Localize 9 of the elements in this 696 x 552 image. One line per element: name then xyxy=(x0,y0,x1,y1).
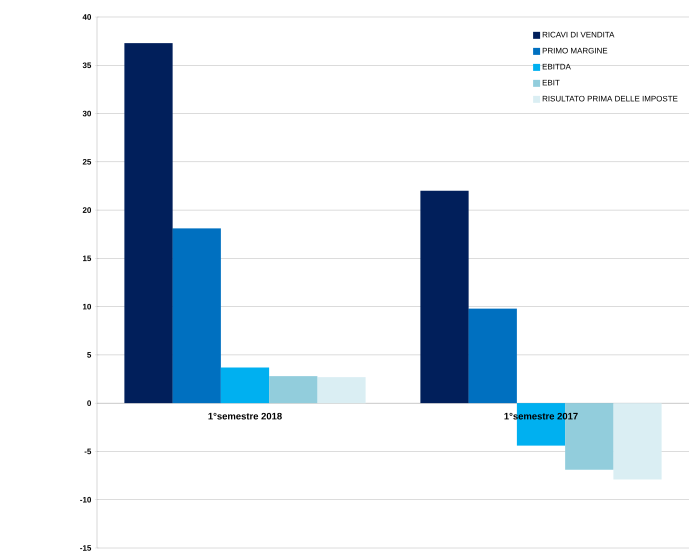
x-tick-label: 1°semestre 2018 xyxy=(208,412,282,420)
bar xyxy=(468,308,517,404)
bar xyxy=(613,403,662,480)
bar xyxy=(172,228,221,404)
bar xyxy=(220,367,270,404)
bar xyxy=(269,376,318,404)
bar xyxy=(124,43,173,404)
bar xyxy=(420,190,469,404)
bar xyxy=(317,377,366,404)
